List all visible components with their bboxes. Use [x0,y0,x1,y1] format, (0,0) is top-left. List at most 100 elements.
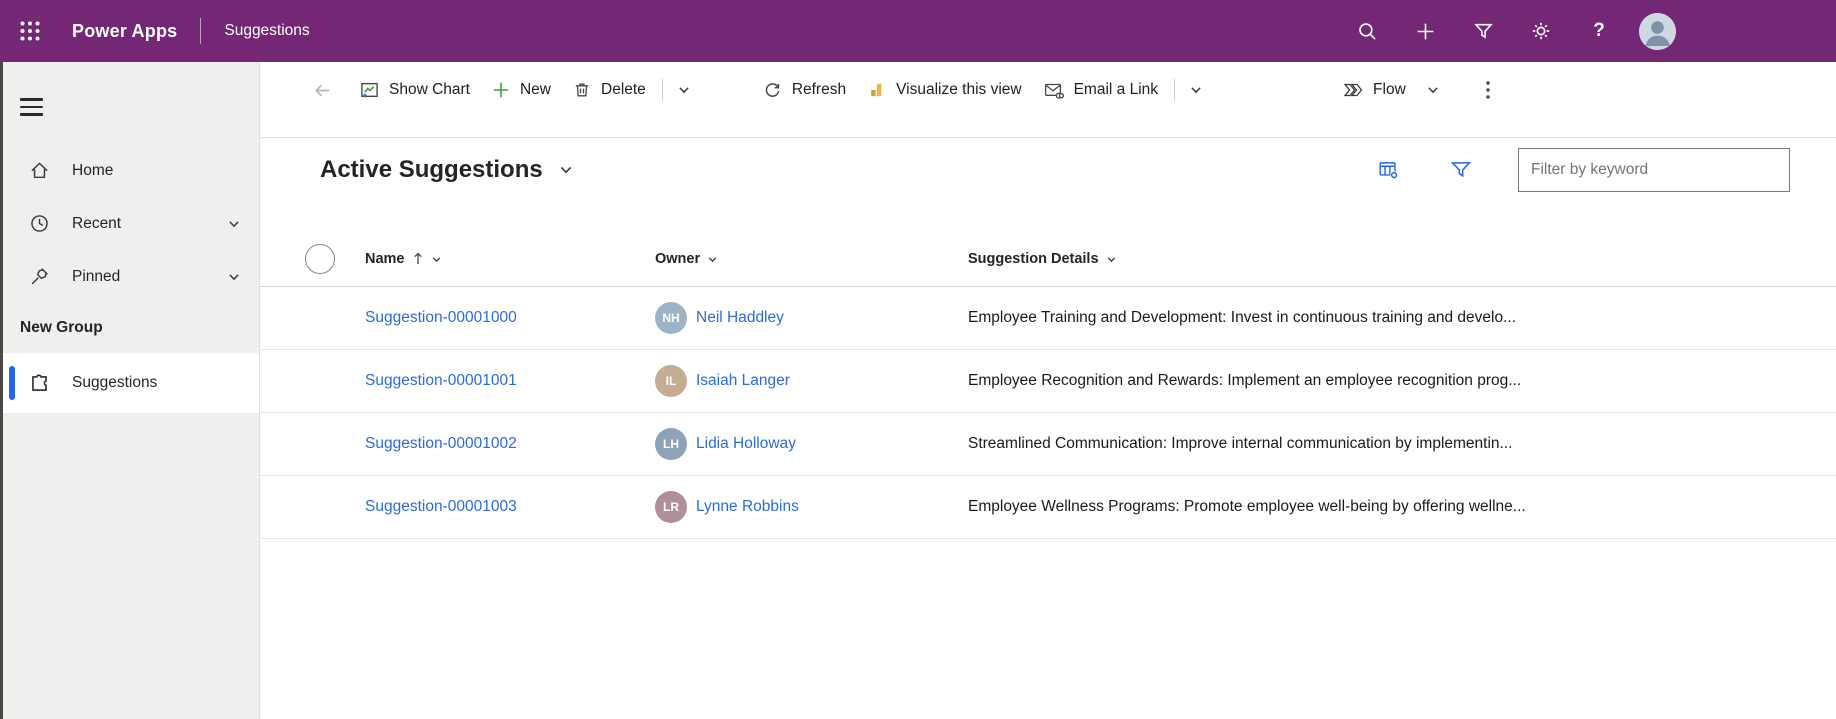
owner-avatar: IL [655,365,687,397]
settings-button[interactable] [1512,0,1570,62]
button-label: Delete [601,81,646,98]
button-label: New [519,81,551,98]
refresh-button[interactable]: Refresh [752,69,857,111]
flow-chevron[interactable] [1417,69,1449,111]
edit-columns-button[interactable] [1368,149,1410,191]
sidebar-item-home[interactable]: Home [0,144,259,197]
command-bar: Show Chart New Delete [260,62,1836,118]
user-avatar [1638,12,1676,50]
table-row[interactable]: Suggestion-00001002 LH Lidia Holloway St… [260,413,1836,476]
owner-link[interactable]: Isaiah Langer [696,372,790,389]
email-split-chevron[interactable] [1180,69,1212,111]
suggestion-details-text: Employee Training and Development: Inves… [968,309,1517,326]
puzzle-icon [28,373,50,394]
pin-icon [28,266,50,287]
search-button[interactable] [1338,0,1396,62]
plus-icon [492,81,510,99]
grid-view-card: Active Suggestions [260,137,1836,719]
keyword-filter-input[interactable] [1518,148,1790,192]
delete-button[interactable]: Delete [562,69,657,111]
edit-columns-icon [1378,159,1400,181]
sidebar-item-pinned[interactable]: Pinned [0,250,259,303]
chevron-down-icon [707,254,718,265]
email-link-button[interactable]: Email a Link [1033,69,1169,111]
grid-header-row: Name Owner [260,231,1836,287]
flow-button[interactable]: Flow [1332,69,1417,111]
button-label: Email a Link [1073,81,1159,98]
chevron-down-icon [227,270,241,284]
button-label: Show Chart [389,81,470,98]
column-header-owner[interactable]: Owner [647,251,957,267]
sidebar-item-recent[interactable]: Recent [0,197,259,250]
app-launcher-button[interactable] [0,0,60,62]
sidebar-item-suggestions[interactable]: Suggestions [0,353,259,413]
show-chart-button[interactable]: Show Chart [349,69,481,111]
owner-avatar: LH [655,428,687,460]
trash-icon [573,81,591,99]
grid-body: Suggestion-00001000 NH Neil Haddley Empl… [260,287,1836,539]
select-all-checkbox[interactable] [305,243,335,274]
funnel-icon [1473,21,1494,42]
header-divider [200,18,202,44]
sidebar-item-label: Home [72,161,114,179]
create-button[interactable] [1396,0,1454,62]
overflow-menu-button[interactable] [1475,69,1501,111]
owner-avatar: LR [655,491,687,523]
ellipsis-vertical-icon [1485,80,1491,100]
owner-link[interactable]: Neil Haddley [696,309,784,326]
column-header-name[interactable]: Name [357,251,647,267]
record-link[interactable]: Suggestion-00001003 [365,498,517,515]
view-selector[interactable]: Active Suggestions [320,156,574,184]
sidebar-item-label: Suggestions [72,374,158,391]
environment-filter-button[interactable] [1454,0,1512,62]
delete-split-chevron[interactable] [668,69,700,111]
button-label: Flow [1373,81,1406,98]
app-header: Power Apps Suggestions [0,0,1836,62]
record-link[interactable]: Suggestion-00001000 [365,309,517,326]
visualize-view-button[interactable]: Visualize this view [857,69,1033,111]
button-label: Visualize this view [896,81,1022,98]
table-row[interactable]: Suggestion-00001000 NH Neil Haddley Empl… [260,287,1836,350]
account-button[interactable] [1628,0,1686,62]
flow-icon [1343,80,1363,100]
window-edge [0,62,3,719]
clock-icon [28,213,50,234]
sidebar: Home Recent [0,62,260,719]
button-label: Refresh [791,81,847,98]
email-link-icon [1044,81,1064,100]
data-grid: Name Owner [260,231,1836,539]
chevron-down-icon [558,162,574,178]
help-button[interactable]: ? [1570,0,1628,62]
app-name[interactable]: Suggestions [224,22,310,39]
sort-ascending-icon [412,251,424,266]
gear-icon [1530,20,1552,42]
record-link[interactable]: Suggestion-00001001 [365,372,517,389]
search-icon [1357,21,1378,42]
chevron-down-icon [1106,254,1117,265]
record-link[interactable]: Suggestion-00001002 [365,435,517,452]
owner-link[interactable]: Lynne Robbins [696,498,799,515]
funnel-icon [1450,159,1472,181]
chevron-down-icon [431,254,442,265]
table-row[interactable]: Suggestion-00001001 IL Isaiah Langer Emp… [260,350,1836,413]
sidebar-group-label: New Group [20,319,103,336]
waffle-icon [19,20,41,42]
filter-grid-button[interactable] [1440,149,1482,191]
suggestion-details-text: Employee Recognition and Rewards: Implem… [968,372,1522,389]
plus-icon [1415,21,1436,42]
table-row[interactable]: Suggestion-00001003 LR Lynne Robbins Emp… [260,476,1836,539]
command-divider [1174,79,1176,101]
back-button[interactable] [304,69,341,111]
suggestion-details-text: Employee Wellness Programs: Promote empl… [968,498,1526,515]
selected-indicator [9,366,15,400]
sitemap-toggle-button[interactable] [20,94,56,120]
new-button[interactable]: New [481,69,562,111]
command-divider [661,79,663,101]
page-title: Active Suggestions [320,156,543,183]
owner-link[interactable]: Lidia Holloway [696,435,796,452]
hamburger-icon [20,98,43,101]
chart-icon [360,81,379,100]
home-icon [28,160,50,181]
column-header-details[interactable]: Suggestion Details [957,251,1827,267]
sidebar-item-label: Pinned [72,267,121,285]
